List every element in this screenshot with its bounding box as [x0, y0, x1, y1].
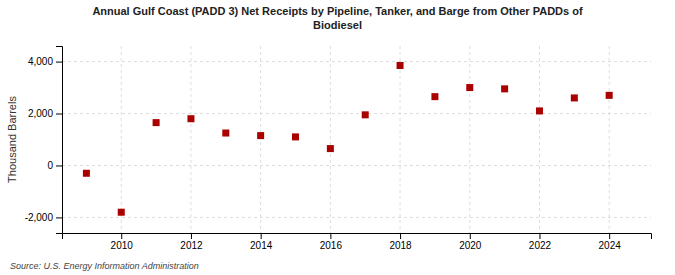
tick-mark	[261, 233, 262, 239]
point	[362, 111, 369, 118]
tick-label: 4,000	[28, 56, 53, 67]
tick-mark	[400, 233, 401, 239]
tick: 2,000	[28, 108, 62, 119]
tick-label: 2014	[250, 240, 273, 251]
grid-line	[469, 46, 470, 233]
point	[257, 132, 264, 139]
point	[292, 133, 299, 140]
tick-mark	[539, 233, 540, 239]
point	[536, 107, 543, 114]
title: Annual Gulf Coast (PADD 3) Net Receipts …	[92, 5, 583, 31]
source: Source: U.S. Energy Information Administ…	[10, 261, 199, 271]
tick-mark	[609, 233, 610, 239]
grid-line	[539, 46, 540, 233]
grid-line	[260, 46, 261, 233]
point	[606, 92, 613, 99]
x-axis: 2010 2012 2014 2016 2018 2020 2022 2024	[63, 233, 652, 251]
point	[397, 62, 404, 69]
grid-line	[62, 113, 651, 114]
tick: 2024	[599, 233, 622, 251]
point	[222, 130, 229, 137]
point	[466, 84, 473, 91]
grid-line	[62, 165, 651, 166]
tick: -2,000	[25, 212, 62, 223]
tick-label: 2024	[599, 240, 622, 251]
tick-mark	[470, 233, 471, 239]
grid-line	[190, 46, 191, 233]
tick-label: 2022	[529, 240, 552, 251]
tick-mark	[121, 233, 122, 239]
tick: 2020	[459, 233, 482, 251]
tick-label: 2020	[459, 240, 482, 251]
point	[118, 209, 125, 216]
plot: 2010 2012 2014 2016 2018 2020 2022 2024 -2,000 0 2…	[25, 46, 652, 251]
y-axis: -2,000 0 2,000 4,000	[25, 47, 63, 234]
tick: 2012	[180, 233, 203, 251]
tick-mark	[56, 217, 62, 218]
point	[501, 85, 508, 92]
tick-mark	[56, 62, 62, 63]
point	[83, 170, 90, 177]
grid-line	[400, 46, 401, 233]
grid-line	[121, 46, 122, 233]
tick: 2014	[250, 233, 273, 251]
point	[327, 145, 334, 152]
point	[571, 94, 578, 101]
tick-mark	[330, 233, 331, 239]
axis-line	[63, 234, 652, 240]
chart: 2010 2012 2014 2016 2018 2020 2022 2024 -2,000 0 2…	[0, 0, 675, 275]
tick-label: 2,000	[28, 108, 53, 119]
tick: 4,000	[28, 56, 62, 67]
tick-label: 0	[47, 160, 53, 171]
y-axis-title: Thousand Barrels	[6, 96, 18, 183]
grid	[62, 46, 651, 233]
tick-label: 2012	[180, 240, 203, 251]
tick-label: 2016	[320, 240, 343, 251]
tick: 2022	[529, 233, 552, 251]
tick-mark	[56, 114, 62, 115]
tick: 0	[47, 160, 62, 171]
tick-mark	[56, 165, 62, 166]
tick-label: 2010	[111, 240, 134, 251]
axis-line	[56, 47, 63, 234]
grid-line	[62, 61, 651, 62]
tick: 2018	[389, 233, 412, 251]
tick-label: 2018	[389, 240, 412, 251]
grid-line	[609, 46, 610, 233]
grid-line	[62, 217, 651, 218]
tick-label: -2,000	[25, 212, 54, 223]
point	[153, 119, 160, 126]
point	[187, 115, 194, 122]
marks	[83, 62, 613, 216]
point	[431, 93, 438, 100]
tick: 2010	[111, 233, 134, 251]
tick: 2016	[320, 233, 343, 251]
tick-mark	[191, 233, 192, 239]
grid-line	[330, 46, 331, 233]
